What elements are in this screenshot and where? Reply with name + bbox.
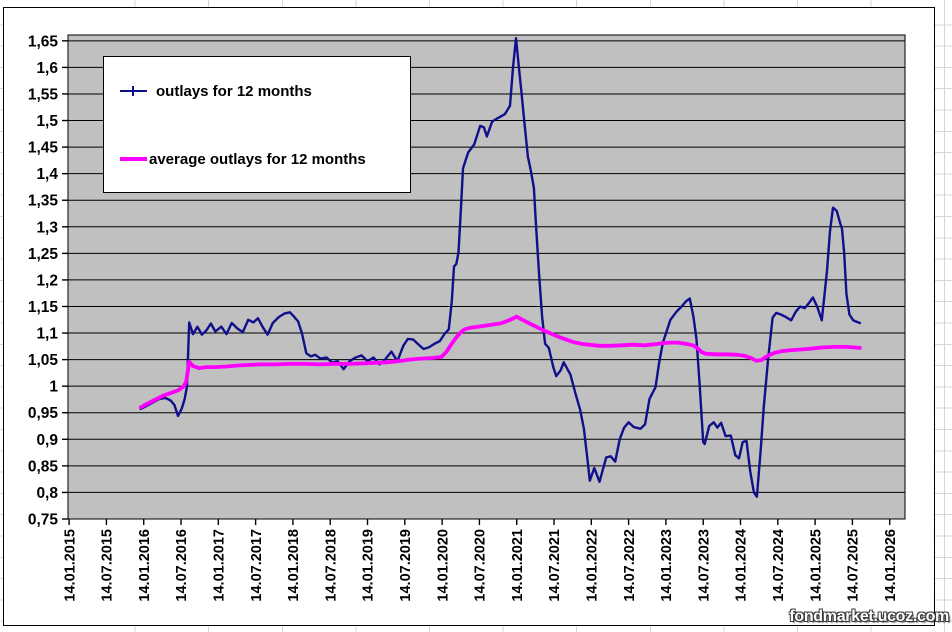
x-tick-label: 14.01.2021 <box>510 529 526 602</box>
chart-object[interactable]: 1,65 1,6 1,55 1,5 1,45 1,4 1,35 1,3 1,25 1,2 1,15 1… <box>3 7 935 626</box>
x-tick-label: 14.07.2015 <box>100 529 116 602</box>
y-tick-label: 0,9 <box>36 432 58 449</box>
x-tick-label: 14.01.2023 <box>659 529 675 602</box>
y-tick-label: 1 <box>49 379 58 396</box>
legend-item-average-outlays: average outlays for 12 months <box>120 147 366 171</box>
x-tick-label: 14.01.2025 <box>808 529 824 602</box>
x-tick-label: 14.01.2019 <box>361 529 377 602</box>
x-tick-label: 14.07.2025 <box>846 529 862 602</box>
y-tick-label: 1,25 <box>28 246 59 263</box>
x-tick-label: 14.07.2018 <box>323 529 339 602</box>
y-tick-label: 0,85 <box>28 458 59 475</box>
y-tick-label: 1,55 <box>28 86 59 103</box>
outlays-line-sample-icon <box>120 85 147 97</box>
y-tick-label: 1,6 <box>36 60 58 77</box>
legend-label-outlays: outlays for 12 months <box>156 82 312 100</box>
x-tick-label: 14.07.2016 <box>174 529 190 602</box>
average-outlays-line-sample-icon <box>120 153 147 165</box>
x-tick-label: 14.07.2022 <box>622 529 638 602</box>
x-tick-label: 14.07.2024 <box>771 529 787 602</box>
y-tick-label: 1,15 <box>28 299 59 316</box>
plot-border <box>67 34 906 520</box>
x-tick-label: 14.01.2017 <box>212 529 228 602</box>
x-tick-label: 14.01.2018 <box>286 529 302 602</box>
legend: outlays for 12 months average outlays fo… <box>103 56 411 193</box>
x-tick-label: 14.01.2026 <box>883 529 899 602</box>
y-tick-label: 1,05 <box>28 352 59 369</box>
x-tick-label: 14.01.2015 <box>62 529 78 602</box>
average-outlays-series-line <box>138 314 862 410</box>
watermark: fondmarket.ucoz.com <box>789 608 949 625</box>
y-tick-label: 0,8 <box>36 485 58 502</box>
y-tick-label: 1,5 <box>36 113 58 130</box>
x-tick-label: 14.07.2017 <box>249 529 265 602</box>
y-tick-label: 0,75 <box>28 512 59 529</box>
x-tick-label: 14.07.2023 <box>696 529 712 602</box>
x-tick-label: 14.01.2022 <box>585 529 601 602</box>
x-tick-label: 14.07.2019 <box>398 529 414 602</box>
x-tick-label: 14.07.2020 <box>473 529 489 602</box>
y-tick-label: 0,95 <box>28 405 59 422</box>
x-tick-label: 14.01.2016 <box>137 529 153 602</box>
y-tick-label: 1,45 <box>28 140 59 157</box>
legend-label-average-outlays: average outlays for 12 months <box>149 150 366 168</box>
y-tick-label: 1,3 <box>36 219 58 236</box>
x-tick-label: 14.07.2021 <box>547 529 563 602</box>
y-tick-label: 1,65 <box>28 33 59 50</box>
outlays-series-line <box>139 37 862 498</box>
y-tick-label: 1,35 <box>28 193 59 210</box>
legend-item-outlays: outlays for 12 months <box>120 79 312 103</box>
y-tick-label: 1,2 <box>36 272 58 289</box>
x-tick-label: 14.01.2024 <box>734 529 750 602</box>
x-tick-label: 14.01.2020 <box>435 529 451 602</box>
y-tick-label: 1,4 <box>36 166 58 183</box>
y-tick-label: 1,1 <box>36 326 58 343</box>
